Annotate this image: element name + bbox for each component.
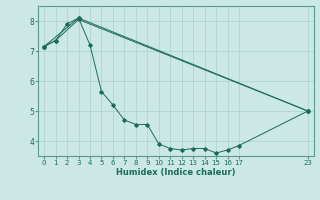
X-axis label: Humidex (Indice chaleur): Humidex (Indice chaleur) xyxy=(116,168,236,177)
